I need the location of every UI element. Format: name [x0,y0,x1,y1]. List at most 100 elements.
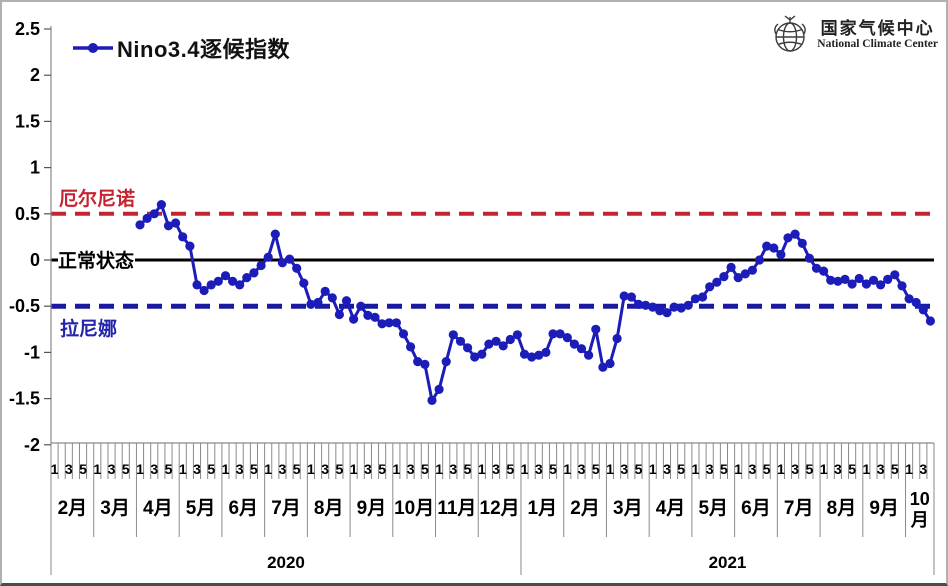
data-point [299,278,309,288]
pentad-label: 3 [150,461,158,477]
data-point [455,336,466,346]
month-label: 8月 [827,498,857,519]
pentad-label: 5 [165,461,173,477]
data-point [626,292,637,302]
pentad-label: 1 [521,461,529,477]
data-point [719,272,729,282]
data-point [427,395,437,405]
data-point [327,293,337,303]
data-point [256,260,266,271]
data-point [726,262,736,272]
data-point [171,218,181,228]
data-point [505,334,515,345]
legend: Nino3.4逐候指数 [72,32,290,64]
pentad-label: 3 [65,461,73,477]
month-label: 9月 [869,498,899,519]
data-point [242,273,252,283]
data-point [641,300,651,310]
data-point [890,270,900,280]
pentad-label: 3 [535,461,543,477]
pentad-label: 1 [392,461,400,477]
data-point [235,280,245,290]
data-point [334,309,344,320]
y-tick-label: -1.5 [9,389,40,409]
year-label: 2021 [709,553,747,572]
month-label: 1月 [528,498,558,519]
pentad-label: 3 [321,461,329,477]
data-point [213,276,223,286]
data-point [605,358,615,369]
data-point [285,254,295,264]
data-point [406,342,416,352]
year-label: 2020 [267,553,305,572]
pentad-label: 5 [293,461,301,477]
pentad-label: 5 [763,461,771,477]
data-point [349,314,359,324]
pentad-label: 5 [464,461,472,477]
pentad-label: 1 [435,461,443,477]
pentad-label: 3 [407,461,415,477]
data-point [669,302,679,312]
pentad-label: 3 [706,461,714,477]
month-label: 5月 [698,498,728,519]
pentad-label: 3 [279,461,287,477]
pentad-label: 5 [592,461,600,477]
data-point [519,349,530,359]
data-point [598,362,608,372]
pentad-label: 3 [578,461,586,477]
data-point [826,275,836,285]
data-point [370,312,380,322]
pentad-label: 5 [848,461,856,477]
y-tick-label: -0.5 [9,296,40,316]
y-tick-label: 0 [30,250,40,270]
pentad-label: 3 [834,461,842,477]
pentad-label: 1 [93,461,101,477]
data-point [356,301,366,311]
month-label: 8月 [314,498,344,519]
data-point [648,302,658,312]
la-nina-threshold-label: 拉尼娜 [60,319,118,340]
data-point [705,282,715,292]
data-point [754,255,765,265]
data-point [683,300,693,310]
data-point [740,269,750,279]
legend-label: Nino3.4逐候指数 [117,37,290,62]
pentad-label: 1 [179,461,187,477]
pentad-label: 5 [421,461,429,477]
month-label: 2月 [570,498,600,519]
pentad-label: 1 [51,461,59,477]
data-point [619,291,629,301]
data-point [263,252,273,262]
pentad-label: 5 [79,461,87,477]
pentad-label: 3 [364,461,372,477]
data-point [925,316,936,326]
data-point [413,357,423,367]
pentad-label: 3 [492,461,500,477]
pentad-label: 3 [236,461,244,477]
data-point [562,333,572,343]
data-point [861,279,872,289]
data-point [178,232,188,242]
data-point [135,220,145,230]
data-point [384,318,394,328]
data-point [783,233,793,243]
data-point [149,209,159,219]
data-point [612,333,622,344]
data-point [448,330,458,340]
data-point [655,306,665,316]
month-label: 7月 [271,498,301,519]
data-point [306,299,316,309]
data-point [320,286,330,296]
pentad-label: 5 [207,461,215,477]
data-point [206,280,216,290]
data-point [690,294,701,304]
data-point [904,294,914,304]
data-point [819,266,829,276]
pentad-label: 3 [877,461,885,477]
pentad-label: 1 [478,461,486,477]
ncc-logo: 国家气候中心 National Climate Center [770,14,938,56]
data-point [876,280,886,290]
data-point [762,241,772,251]
